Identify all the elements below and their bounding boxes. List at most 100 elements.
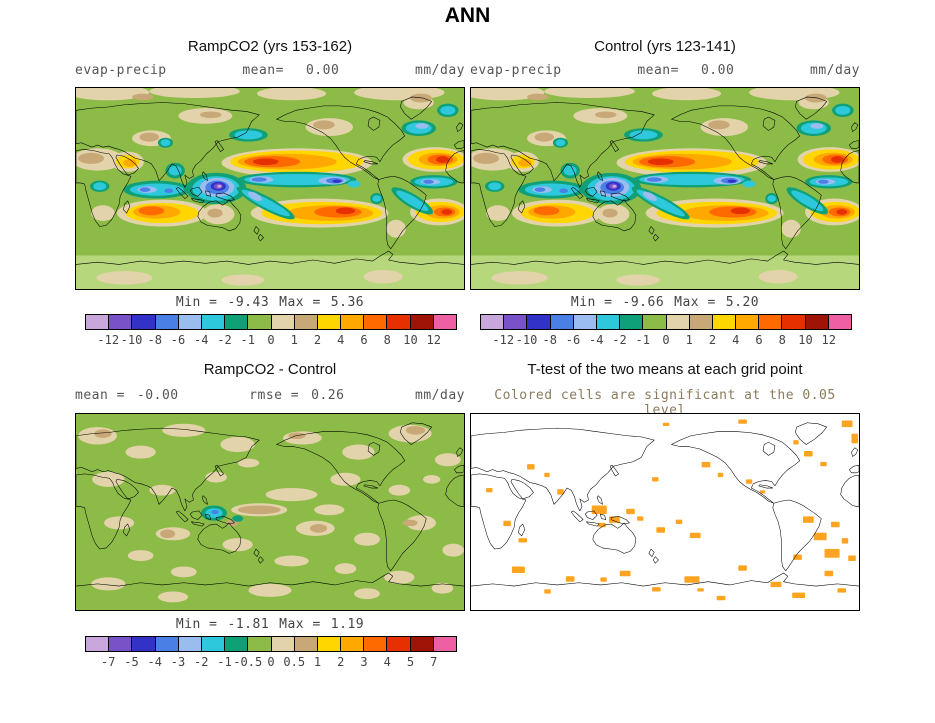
colorbar-segment xyxy=(433,315,456,329)
colorbar-segment xyxy=(828,315,851,329)
colorbar-segment xyxy=(643,315,667,329)
min-value: -1.81 xyxy=(227,617,270,632)
colorbar-tick-label: 2 xyxy=(708,333,717,347)
colorbar-tick-label: -7 xyxy=(101,655,116,669)
map-control-svg xyxy=(471,88,859,289)
meta-row-difference: mean = -0.00 rmse = 0.26 mm/day xyxy=(75,388,465,403)
colorbar-tick-label: 0.5 xyxy=(283,655,306,669)
colorbar-segment xyxy=(364,315,388,329)
min-value: -9.66 xyxy=(622,295,665,310)
colorbar-tick-label: 8 xyxy=(383,333,391,347)
colorbar-tick-label: -5 xyxy=(124,655,139,669)
colorbar-segment xyxy=(596,315,621,329)
colorbar-segment xyxy=(410,315,434,329)
min-label: Min = xyxy=(175,295,218,310)
colorbar-segment xyxy=(573,315,597,329)
colorbar-tick-label: 6 xyxy=(360,333,368,347)
colorbar-segment xyxy=(387,315,411,329)
colorbar-segment xyxy=(481,315,505,329)
colorbar-tick-label: 10 xyxy=(403,333,418,347)
colorbar-segments xyxy=(85,636,457,652)
colorbar-segment xyxy=(271,637,295,651)
colorbar-main-right: -12 -10 -8 -6 -4 -2 -1 0 1 2 4 6 8 10 12 xyxy=(480,314,852,347)
mean-value: 0.00 xyxy=(305,63,340,78)
colorbar-tick-label: -2 xyxy=(612,333,627,347)
colorbar-tick-label: 7 xyxy=(430,655,438,669)
colorbar-segments xyxy=(85,314,457,330)
panel-title-difference: RampCO2 - Control xyxy=(203,361,337,378)
meta-row-control: evap-precip mean= 0.00 mm/day xyxy=(470,63,860,78)
colorbar-tick-label: -12 xyxy=(492,333,515,347)
colorbar-tick-label: -1 xyxy=(635,333,650,347)
stats-difference: Min = -1.81 Max = 1.19 xyxy=(75,617,465,632)
colorbar-segment xyxy=(294,315,318,329)
colorbar-tick-label: 0 xyxy=(662,333,670,347)
colorbar-segment xyxy=(109,315,133,329)
mean-group: mean= 0.00 xyxy=(637,63,734,78)
map-difference xyxy=(75,413,465,611)
colorbar-segment xyxy=(527,315,551,329)
figure-title: ANN xyxy=(444,4,491,27)
max-value: 5.20 xyxy=(725,295,760,310)
colorbar-segment xyxy=(410,637,434,651)
colorbar-segment xyxy=(504,315,528,329)
colorbar-tick-label: -8 xyxy=(542,333,557,347)
colorbar-segment xyxy=(712,315,737,329)
colorbar-tick-label: 5 xyxy=(406,655,415,669)
colorbar-tick-label: -6 xyxy=(170,333,186,347)
colorbar-segment xyxy=(225,637,249,651)
colorbar-segment xyxy=(155,637,179,651)
colorbar-segment xyxy=(666,315,690,329)
colorbar-tick-label: -10 xyxy=(515,333,538,347)
colorbar-tick-label: 2 xyxy=(313,333,322,347)
map-rampco2 xyxy=(75,87,465,290)
colorbar-segment xyxy=(271,315,295,329)
units-label: mm/day xyxy=(415,63,465,78)
map-control xyxy=(470,87,860,290)
colorbar-segment xyxy=(689,315,713,329)
min-label: Min = xyxy=(570,295,613,310)
map-rampco2-svg xyxy=(76,88,464,289)
panel-title-rampco2: RampCO2 (yrs 153-162) xyxy=(187,38,353,55)
colorbar-tick-label: 0 xyxy=(267,655,275,669)
colorbar-tick-label: 10 xyxy=(798,333,813,347)
colorbar-segments xyxy=(480,314,852,330)
colorbar-segment xyxy=(736,315,760,329)
evap-precip-field xyxy=(76,88,464,289)
colorbar-segment xyxy=(387,637,411,651)
colorbar-segment xyxy=(248,315,272,329)
colorbar-tick-label: -2 xyxy=(217,333,232,347)
colorbar-segment xyxy=(225,315,249,329)
max-label: Max = xyxy=(279,295,321,310)
colorbar-segment xyxy=(294,637,318,651)
colorbar-segment xyxy=(155,315,179,329)
colorbar-tick-label: 1 xyxy=(290,333,298,347)
max-value: 5.36 xyxy=(330,295,365,310)
max-label: Max = xyxy=(674,295,716,310)
colorbar-tick-label: -0.5 xyxy=(233,655,263,669)
colorbar-tick-label: 1 xyxy=(313,655,322,669)
colorbar-segment xyxy=(132,637,156,651)
rmse-label: rmse = xyxy=(249,388,300,403)
colorbar-segment xyxy=(178,637,202,651)
colorbar-tick-label: -4 xyxy=(194,333,209,347)
colorbar-segment xyxy=(317,315,342,329)
min-label: Min = xyxy=(175,617,218,632)
colorbar-tick-label: 1 xyxy=(685,333,693,347)
colorbar-segment xyxy=(620,315,644,329)
rmse-value: 0.26 xyxy=(311,388,345,403)
stats-control: Min = -9.66 Max = 5.20 xyxy=(470,295,860,310)
colorbar-tick-label: -10 xyxy=(120,333,143,347)
mean-label: mean= xyxy=(637,63,679,78)
map-difference-svg xyxy=(76,414,464,610)
colorbar-tick-label: 4 xyxy=(337,333,345,347)
colorbar-segment xyxy=(201,315,226,329)
colorbar-segment xyxy=(86,315,110,329)
colorbar-tick-label: -12 xyxy=(97,333,120,347)
colorbar-segment xyxy=(759,315,783,329)
max-label: Max = xyxy=(279,617,321,632)
colorbar-tick-labels: -12 -10 -8 -6 -4 -2 -1 0 1 2 4 6 8 10 12 xyxy=(85,333,457,347)
difference-field xyxy=(76,414,464,610)
colorbar-tick-label: 0 xyxy=(267,333,275,347)
colorbar-tick-label: -6 xyxy=(565,333,581,347)
